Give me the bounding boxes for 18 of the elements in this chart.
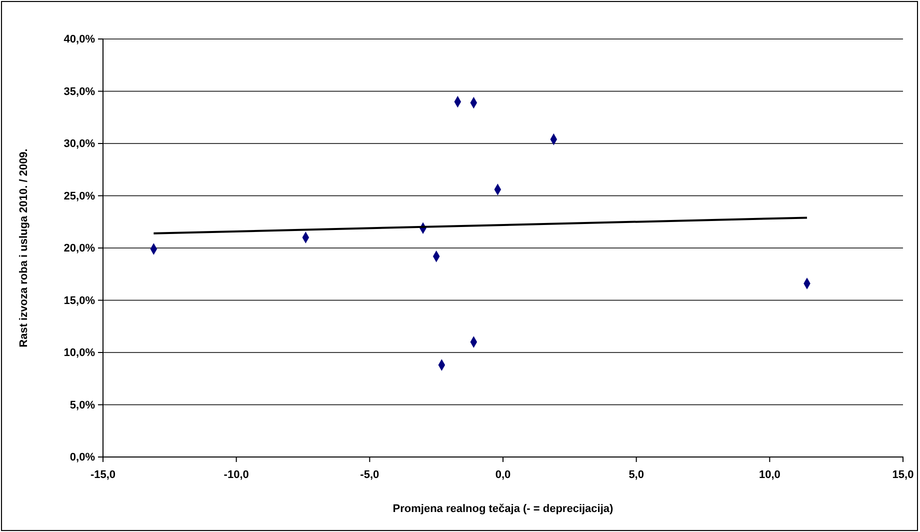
x-tick-label: 15,0	[892, 469, 914, 482]
x-tick-label: 5,0	[628, 469, 644, 482]
y-tick-label: 5,0%	[70, 399, 96, 412]
y-tick-label: 30,0%	[64, 138, 96, 150]
y-tick-label: 0,0%	[70, 452, 96, 464]
x-tick-label: -15,0	[90, 469, 116, 482]
x-tick-label: -10,0	[224, 469, 249, 482]
y-tick-label: 20,0%	[64, 242, 96, 255]
x-tick-label: 10,0	[758, 469, 780, 482]
y-tick-label: 10,0%	[64, 347, 96, 360]
y-axis-title: Rast izvoza roba i usluga 2010. / 2009.	[18, 148, 30, 348]
x-tick-label: 0,0	[495, 469, 511, 482]
y-tick-label: 25,0%	[64, 190, 96, 202]
y-tick-label: 40,0%	[64, 34, 96, 46]
y-tick-label: 15,0%	[64, 294, 96, 307]
y-tick-label: 35,0%	[64, 86, 96, 98]
x-axis-title: Promjena realnog tečaja (- = deprecijacija)	[392, 503, 614, 515]
x-tick-label: -5,0	[360, 469, 380, 482]
